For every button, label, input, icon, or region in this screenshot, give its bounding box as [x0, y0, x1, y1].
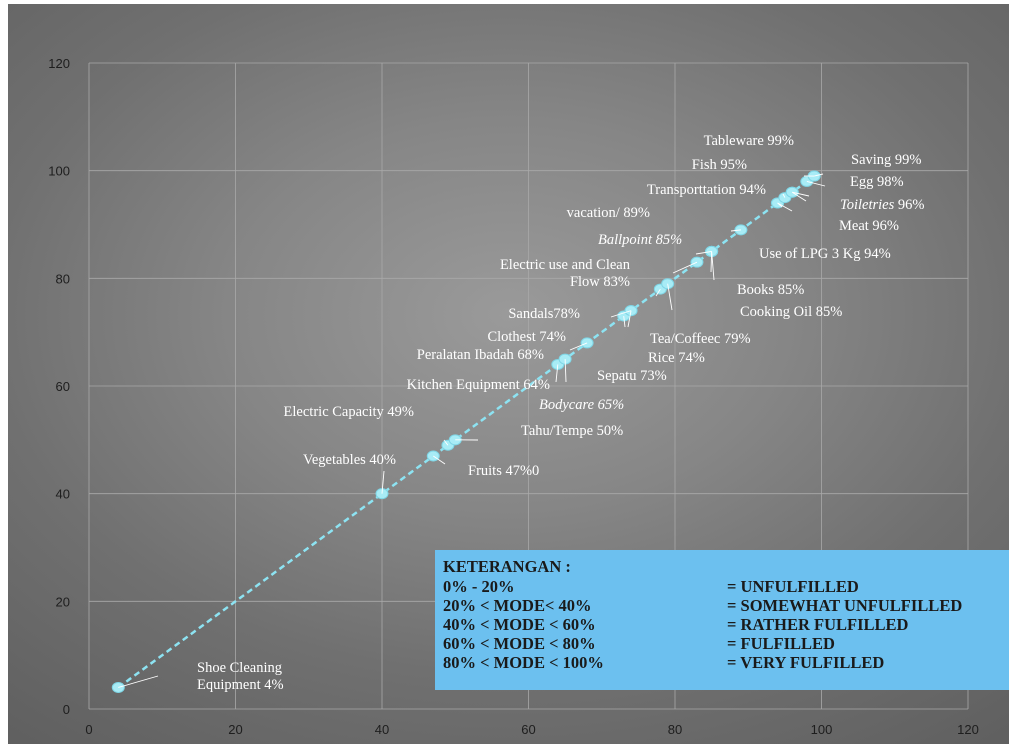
legend-range: 0% - 20% — [443, 577, 515, 596]
data-label: Bodycare 65% — [539, 397, 624, 413]
label-leader-line — [564, 359, 567, 383]
legend-row: 80% < MODE < 100% = VERY FULFILLED — [443, 653, 1009, 673]
label-leader-line — [711, 251, 715, 281]
legend-range: 80% < MODE < 100% — [443, 653, 604, 672]
data-label: Rice 74% — [648, 350, 705, 366]
data-label: Sepatu 73% — [597, 368, 667, 384]
chart-frame: 0 20 40 60 80 100 120 0 20 40 60 80 100 120 Shoe Clean… — [8, 4, 1009, 744]
data-label: Vegetables 40% — [303, 452, 396, 468]
label-leader-line — [782, 193, 786, 198]
x-tick-label: 20 — [228, 722, 242, 737]
legend-description: = UNFULFILLED — [727, 577, 859, 596]
label-leader-line — [777, 202, 793, 212]
label-leader-line — [814, 173, 824, 177]
data-label: Clothest 74% — [487, 329, 566, 345]
data-label: Peralatan Ibadah 68% — [417, 347, 544, 363]
legend-row: 40% < MODE < 60% = RATHER FULFILLED — [443, 615, 1009, 635]
label-leader-line — [672, 261, 698, 274]
data-label: Sandals78% — [508, 306, 580, 322]
data-label: Kitchen Equipment 64% — [407, 377, 550, 393]
x-tick-label: 120 — [957, 722, 979, 737]
label-leader-line — [118, 675, 159, 688]
data-label: Flow 83% — [570, 274, 630, 290]
data-label: Shoe Cleaning — [197, 660, 282, 676]
legend-description: = SOMEWHAT UNFULFILLED — [727, 596, 963, 615]
label-leader-line — [433, 455, 446, 465]
label-leader-line — [667, 283, 673, 311]
data-label: Electric Capacity 49% — [284, 404, 414, 420]
data-label: Equipment 4% — [197, 677, 284, 693]
legend-description: = FULFILLED — [727, 634, 835, 653]
data-label: Electric use and Clean — [500, 257, 631, 273]
label-leader-line — [655, 288, 661, 297]
data-label: vacation/ 89% — [567, 205, 650, 221]
data-label: Fruits 47%0 — [468, 463, 539, 479]
label-leader-line — [623, 315, 626, 328]
data-label: Transporttation 94% — [647, 182, 766, 198]
legend-box: KETERANGAN : 0% - 20% = UNFULFILLED 20% … — [435, 550, 1009, 690]
legend-row: 20% < MODE< 40% = SOMEWHAT UNFULFILLED — [443, 596, 1009, 616]
legend-range: 40% < MODE < 60% — [443, 615, 596, 634]
legend-description: = VERY FULFILLED — [727, 653, 885, 672]
x-tick-label: 100 — [811, 722, 833, 737]
data-label: Cooking Oil 85% — [740, 304, 842, 320]
legend-row: 0% - 20% = UNFULFILLED — [443, 577, 1009, 597]
scatter-chart: 0 20 40 60 80 100 120 0 20 40 60 80 100 120 Shoe Clean… — [48, 56, 979, 737]
data-label: Saving 99% — [851, 152, 921, 168]
data-label: Tableware 99% — [704, 133, 794, 149]
label-leader-line — [730, 229, 741, 232]
y-tick-label: 40 — [56, 487, 70, 502]
label-leader-line — [627, 310, 632, 328]
label-leader-line — [610, 310, 632, 318]
data-label: Egg 98% — [850, 174, 904, 190]
x-tick-label: 40 — [375, 722, 389, 737]
label-leader-line — [555, 364, 559, 383]
data-label: Books 85% — [737, 282, 804, 298]
y-tick-label: 80 — [56, 271, 70, 286]
data-label: Fish 95% — [692, 157, 747, 173]
label-leader-line — [792, 191, 810, 197]
data-label: Ballpoint 85% — [598, 232, 682, 248]
legend-row: 60% < MODE < 80% = FULFILLED — [443, 634, 1009, 654]
y-tick-label: 60 — [56, 379, 70, 394]
label-leader-line — [443, 439, 449, 446]
label-leader-line — [569, 342, 588, 351]
label-leader-line — [791, 191, 807, 202]
label-leader-line — [381, 470, 385, 494]
legend-range: 20% < MODE< 40% — [443, 596, 592, 615]
data-label: Meat 96% — [839, 218, 899, 234]
x-tick-label: 80 — [668, 722, 682, 737]
legend-range: 60% < MODE < 80% — [443, 634, 596, 653]
legend-title: KETERANGAN : — [443, 557, 571, 576]
data-label: Tahu/Tempe 50% — [521, 423, 623, 439]
data-label: Tea/Coffeec 79% — [650, 331, 751, 347]
label-leader-line — [806, 180, 826, 187]
y-tick-label: 100 — [48, 164, 70, 179]
data-label: Toiletries 96% — [840, 197, 924, 213]
y-tick-label: 20 — [56, 594, 70, 609]
label-leader-line — [695, 250, 712, 255]
legend-description: = RATHER FULFILLED — [727, 615, 909, 634]
data-label: Use of LPG 3 Kg 94% — [759, 246, 891, 262]
y-tick-label: 120 — [48, 56, 70, 71]
x-tick-label: 60 — [521, 722, 535, 737]
y-tick-label: 0 — [63, 702, 70, 717]
x-tick-label: 0 — [85, 722, 92, 737]
